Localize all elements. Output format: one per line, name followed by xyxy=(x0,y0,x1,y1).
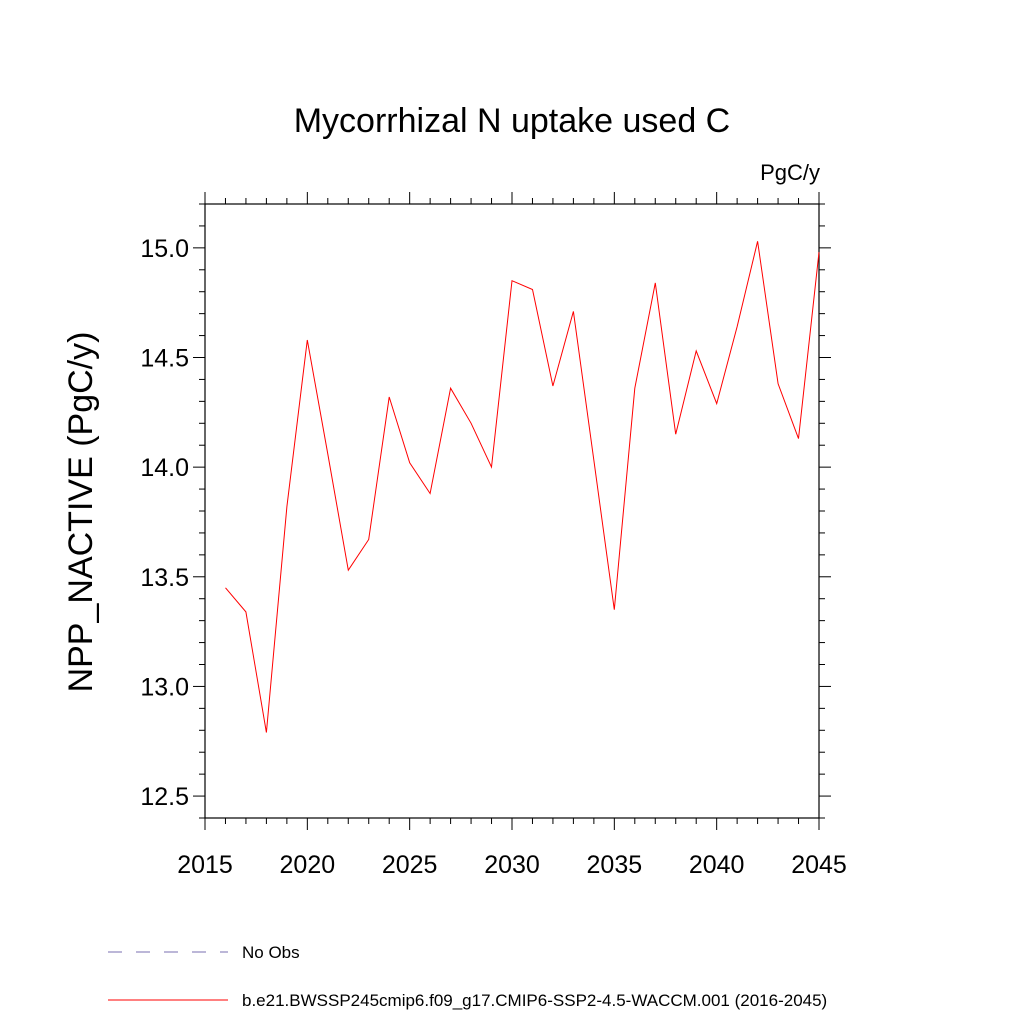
y-tick-label: 12.5 xyxy=(140,783,189,811)
legend-label: No Obs xyxy=(242,943,300,962)
series-layer xyxy=(225,241,820,733)
x-tick-label: 2020 xyxy=(280,851,336,879)
chart-title: Mycorrhizal N uptake used C xyxy=(294,102,731,140)
axis-ticks: 2015 2020 2025 2030 2035 2040 2045 12.5 13.0 13.5… xyxy=(140,192,847,879)
y-tick-label: 13.0 xyxy=(140,673,189,701)
x-tick-label: 2015 xyxy=(177,851,233,879)
y-tick-label: 14.5 xyxy=(140,345,189,373)
y-tick-label: 15.0 xyxy=(140,235,189,263)
y-tick-label: 13.5 xyxy=(140,564,189,592)
x-tick-label: 2030 xyxy=(484,851,540,879)
legend-label: b.e21.BWSSP245cmip6.f09_g17.CMIP6-SSP2-4… xyxy=(242,991,827,1010)
legend: No Obs b.e21.BWSSP245cmip6.f09_g17.CMIP6-… xyxy=(108,943,827,1010)
x-tick-label: 2025 xyxy=(382,851,438,879)
x-tick-label: 2035 xyxy=(587,851,643,879)
series-line xyxy=(225,241,820,733)
y-axis-title: NPP_NACTIVE (PgC/y) xyxy=(62,332,100,693)
x-tick-label: 2040 xyxy=(689,851,745,879)
units-label: PgC/y xyxy=(760,160,820,185)
plot-frame xyxy=(204,203,820,819)
x-tick-label: 2045 xyxy=(791,851,847,879)
y-tick-label: 14.0 xyxy=(140,454,189,482)
